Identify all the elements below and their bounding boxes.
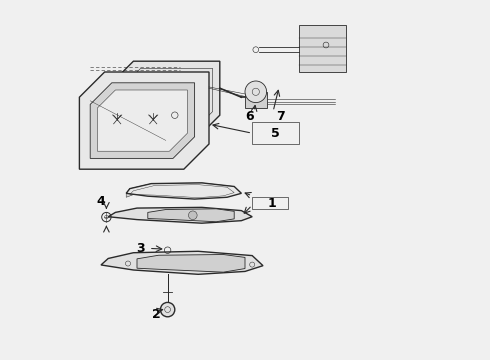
Text: 1: 1 [268, 197, 276, 210]
Polygon shape [79, 72, 209, 169]
Text: 4: 4 [97, 195, 105, 208]
Text: 7: 7 [276, 110, 285, 123]
Circle shape [189, 211, 197, 220]
Polygon shape [245, 92, 267, 108]
Polygon shape [126, 183, 242, 199]
Polygon shape [148, 209, 234, 222]
Circle shape [245, 81, 267, 103]
Polygon shape [126, 183, 234, 197]
Text: 3: 3 [136, 242, 145, 255]
Polygon shape [98, 90, 187, 151]
Circle shape [160, 302, 175, 317]
Polygon shape [112, 61, 220, 137]
Polygon shape [108, 207, 252, 223]
Polygon shape [299, 25, 346, 72]
Polygon shape [90, 83, 195, 158]
Text: 6: 6 [245, 110, 254, 123]
Polygon shape [101, 251, 263, 274]
Polygon shape [137, 255, 245, 272]
Text: 2: 2 [152, 309, 161, 321]
Text: 5: 5 [271, 127, 280, 140]
